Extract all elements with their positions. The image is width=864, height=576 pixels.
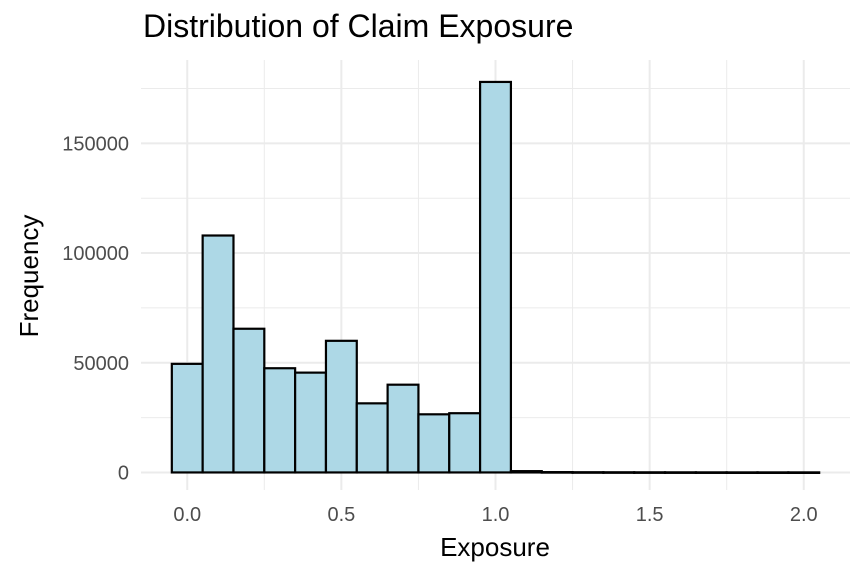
histogram-bar xyxy=(201,234,235,474)
histogram-bar xyxy=(170,362,204,474)
x-tick-label: 0.0 xyxy=(173,504,201,526)
histogram-bar xyxy=(478,80,513,474)
y-tick-label: 100000 xyxy=(62,243,129,265)
histogram-bar xyxy=(633,471,667,474)
histogram-bar xyxy=(355,402,389,474)
y-axis-ticks: 0 50000 100000 150000 xyxy=(62,133,129,484)
y-tick-label: 50000 xyxy=(73,353,129,375)
histogram-bar xyxy=(663,471,697,474)
y-tick-label: 0 xyxy=(118,462,129,484)
x-tick-label: 1.5 xyxy=(636,504,664,526)
histogram-bar xyxy=(756,471,790,474)
histogram-bar xyxy=(324,339,358,474)
y-axis-title: Frequency xyxy=(14,215,44,338)
histogram-bar xyxy=(694,471,728,474)
histogram-bar xyxy=(509,470,543,474)
y-tick-label: 150000 xyxy=(62,133,129,155)
histogram-bar xyxy=(602,471,636,474)
histogram-bar xyxy=(725,471,759,474)
x-axis-ticks: 0.0 0.5 1.0 1.5 2.0 xyxy=(173,504,817,526)
histogram-bar xyxy=(417,413,451,474)
histogram-bar xyxy=(294,371,328,474)
histogram-bar xyxy=(263,367,297,474)
histogram-bar xyxy=(386,383,420,474)
histogram-bar xyxy=(787,471,821,474)
histogram-bar xyxy=(232,327,266,474)
histogram-bar xyxy=(448,412,482,474)
histogram-bars xyxy=(170,80,821,474)
x-axis-title: Exposure xyxy=(440,532,550,562)
histogram-bar xyxy=(571,471,605,474)
histogram-bar xyxy=(540,471,574,474)
x-tick-label: 2.0 xyxy=(790,504,818,526)
x-tick-label: 1.0 xyxy=(482,504,510,526)
x-tick-label: 0.5 xyxy=(327,504,355,526)
chart-title: Distribution of Claim Exposure xyxy=(143,8,574,44)
